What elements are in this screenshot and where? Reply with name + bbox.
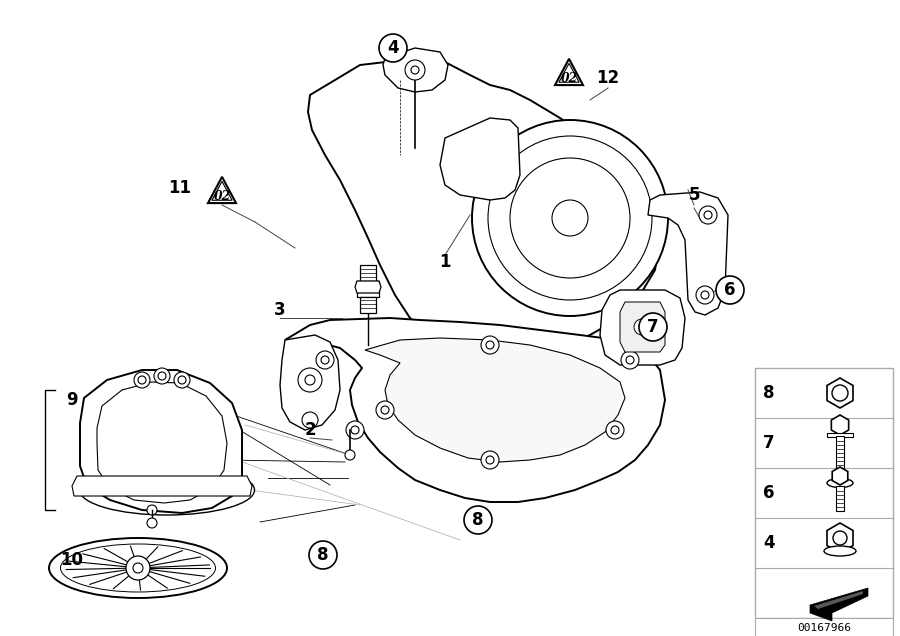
Text: 02: 02 <box>561 71 578 85</box>
Text: 02: 02 <box>213 190 230 202</box>
Circle shape <box>345 450 355 460</box>
Circle shape <box>611 426 619 434</box>
Bar <box>755 368 893 618</box>
Polygon shape <box>80 370 242 513</box>
Circle shape <box>309 541 337 569</box>
Ellipse shape <box>824 546 856 556</box>
Text: 11: 11 <box>168 179 192 197</box>
Circle shape <box>178 376 186 384</box>
Circle shape <box>701 291 709 299</box>
Circle shape <box>381 406 389 414</box>
Circle shape <box>376 401 394 419</box>
Circle shape <box>552 200 588 236</box>
Circle shape <box>621 351 639 369</box>
Circle shape <box>481 336 499 354</box>
Circle shape <box>174 372 190 388</box>
Circle shape <box>634 319 650 335</box>
Polygon shape <box>440 118 520 200</box>
Text: 7: 7 <box>647 318 659 336</box>
Circle shape <box>481 451 499 469</box>
Circle shape <box>626 356 634 364</box>
Text: 4: 4 <box>387 39 399 57</box>
Circle shape <box>305 375 315 385</box>
Polygon shape <box>285 318 665 502</box>
Polygon shape <box>600 290 685 365</box>
Text: 2: 2 <box>304 421 316 439</box>
Circle shape <box>126 556 150 580</box>
Polygon shape <box>357 281 379 297</box>
Circle shape <box>486 456 494 464</box>
Circle shape <box>134 372 150 388</box>
Text: 7: 7 <box>763 434 775 452</box>
Circle shape <box>639 313 667 341</box>
Polygon shape <box>208 177 236 203</box>
Text: 4: 4 <box>763 534 775 552</box>
Circle shape <box>321 356 329 364</box>
Circle shape <box>147 505 157 515</box>
Circle shape <box>154 368 170 384</box>
Circle shape <box>351 426 359 434</box>
Ellipse shape <box>827 478 853 488</box>
Polygon shape <box>836 486 844 511</box>
Text: 12: 12 <box>597 69 619 87</box>
Polygon shape <box>814 591 863 609</box>
Text: 3: 3 <box>274 301 286 319</box>
Polygon shape <box>365 338 625 462</box>
Circle shape <box>147 518 157 528</box>
Circle shape <box>138 376 146 384</box>
Circle shape <box>379 34 407 62</box>
Ellipse shape <box>49 538 227 598</box>
Circle shape <box>696 286 714 304</box>
Polygon shape <box>555 59 583 85</box>
Polygon shape <box>212 181 232 200</box>
Circle shape <box>704 211 712 219</box>
Text: 8: 8 <box>317 546 328 564</box>
Polygon shape <box>836 436 844 468</box>
Text: 8: 8 <box>763 384 775 402</box>
Polygon shape <box>355 281 381 293</box>
Circle shape <box>464 506 492 534</box>
Circle shape <box>510 158 630 278</box>
Text: 6: 6 <box>763 484 775 502</box>
Text: 10: 10 <box>60 551 84 569</box>
Polygon shape <box>308 58 660 355</box>
Polygon shape <box>827 433 853 437</box>
Text: 9: 9 <box>67 391 77 409</box>
Bar <box>755 618 893 636</box>
Circle shape <box>488 136 652 300</box>
Circle shape <box>472 120 668 316</box>
Polygon shape <box>97 382 227 503</box>
Polygon shape <box>383 48 448 92</box>
Polygon shape <box>360 265 376 283</box>
Circle shape <box>158 372 166 380</box>
Text: 1: 1 <box>439 253 451 271</box>
Circle shape <box>716 276 744 304</box>
Polygon shape <box>620 302 665 352</box>
Circle shape <box>298 368 322 392</box>
Ellipse shape <box>60 544 215 592</box>
Text: 8: 8 <box>472 511 484 529</box>
Polygon shape <box>72 476 252 496</box>
Circle shape <box>133 563 143 573</box>
Circle shape <box>405 60 425 80</box>
Circle shape <box>346 421 364 439</box>
Ellipse shape <box>79 465 255 515</box>
Text: 5: 5 <box>688 186 700 204</box>
Circle shape <box>486 341 494 349</box>
Circle shape <box>606 421 624 439</box>
Polygon shape <box>648 192 728 315</box>
Polygon shape <box>360 297 376 313</box>
Circle shape <box>411 66 419 74</box>
Text: 6: 6 <box>724 281 736 299</box>
Circle shape <box>302 412 318 428</box>
Circle shape <box>316 351 334 369</box>
Circle shape <box>699 206 717 224</box>
Circle shape <box>832 385 848 401</box>
Polygon shape <box>280 335 340 430</box>
Text: 00167966: 00167966 <box>797 623 851 633</box>
Polygon shape <box>559 64 579 82</box>
Polygon shape <box>810 588 868 621</box>
Circle shape <box>833 531 847 545</box>
